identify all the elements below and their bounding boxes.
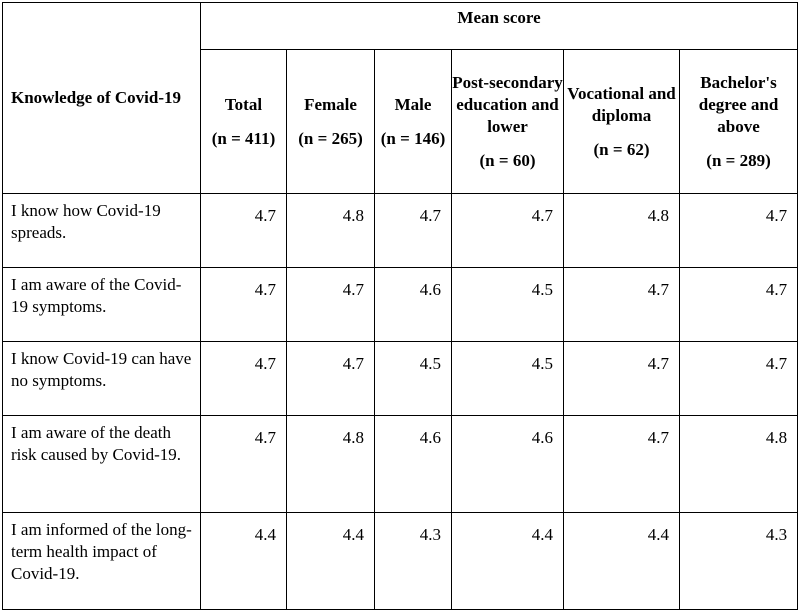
- cell-value: 4.7: [563, 415, 680, 513]
- row-label: I know Covid-19 can have no symptoms.: [2, 341, 201, 416]
- cell-value: 4.7: [200, 193, 287, 268]
- cell-value: 4.7: [451, 193, 564, 268]
- cell-value: 4.5: [451, 267, 564, 342]
- table-row: I know how Covid-19 spreads. 4.7 4.8 4.7…: [2, 193, 799, 268]
- cell-value: 4.7: [200, 341, 287, 416]
- cell-value: 4.4: [563, 512, 680, 610]
- group-header: Mean score: [199, 2, 799, 50]
- cell-value: 4.8: [286, 193, 375, 268]
- cell-value: 4.5: [451, 341, 564, 416]
- column-header: Vocational and diploma (n = 62): [563, 49, 680, 194]
- cell-value: 4.8: [678, 415, 799, 513]
- row-label: I am informed of the long-term health im…: [2, 512, 201, 610]
- cell-value: 4.3: [678, 512, 799, 610]
- column-header: Total (n = 411): [200, 49, 287, 194]
- row-label: I know how Covid-19 spreads.: [2, 193, 201, 268]
- cell-value: 4.6: [451, 415, 564, 513]
- cell-value: 4.4: [451, 512, 564, 610]
- cell-value: 4.7: [563, 267, 680, 342]
- cell-value: 4.4: [200, 512, 287, 610]
- cell-value: 4.3: [374, 512, 452, 610]
- table-row: I am aware of the death risk caused by C…: [2, 415, 799, 513]
- header-row-group: Knowledge of Covid-19 Mean score: [2, 2, 799, 194]
- cell-value: 4.6: [374, 267, 452, 342]
- column-header: Bachelor's degree and above (n = 289): [678, 49, 799, 194]
- cell-value: 4.7: [678, 193, 799, 268]
- cell-value: 4.7: [286, 267, 375, 342]
- cell-value: 4.8: [563, 193, 680, 268]
- cell-value: 4.7: [563, 341, 680, 416]
- cell-value: 4.4: [286, 512, 375, 610]
- cell-value: 4.7: [678, 267, 799, 342]
- cell-value: 4.7: [286, 341, 375, 416]
- cell-value: 4.5: [374, 341, 452, 416]
- column-header: Male (n = 146): [374, 49, 452, 194]
- row-header: Knowledge of Covid-19: [2, 2, 201, 194]
- cell-value: 4.6: [374, 415, 452, 513]
- cell-value: 4.8: [286, 415, 375, 513]
- cell-value: 4.7: [200, 267, 287, 342]
- cell-value: 4.7: [678, 341, 799, 416]
- column-header: Post-secondary education and lower (n = 6…: [451, 49, 564, 194]
- row-label: I am aware of the death risk caused by C…: [2, 415, 201, 513]
- table-row: I know Covid-19 can have no symptoms. 4.…: [2, 341, 799, 416]
- header-row-columns: Total (n = 411) Female (n = 265) Male (n = …: [3, 49, 799, 194]
- cell-value: 4.7: [374, 193, 452, 268]
- table-row: I am informed of the long-term health im…: [2, 512, 799, 610]
- column-header: Female (n = 265): [286, 49, 375, 194]
- table-row: I am aware of the Covid-19 symptoms. 4.7…: [2, 267, 799, 342]
- row-label: I am aware of the Covid-19 symptoms.: [2, 267, 201, 342]
- cell-value: 4.7: [200, 415, 287, 513]
